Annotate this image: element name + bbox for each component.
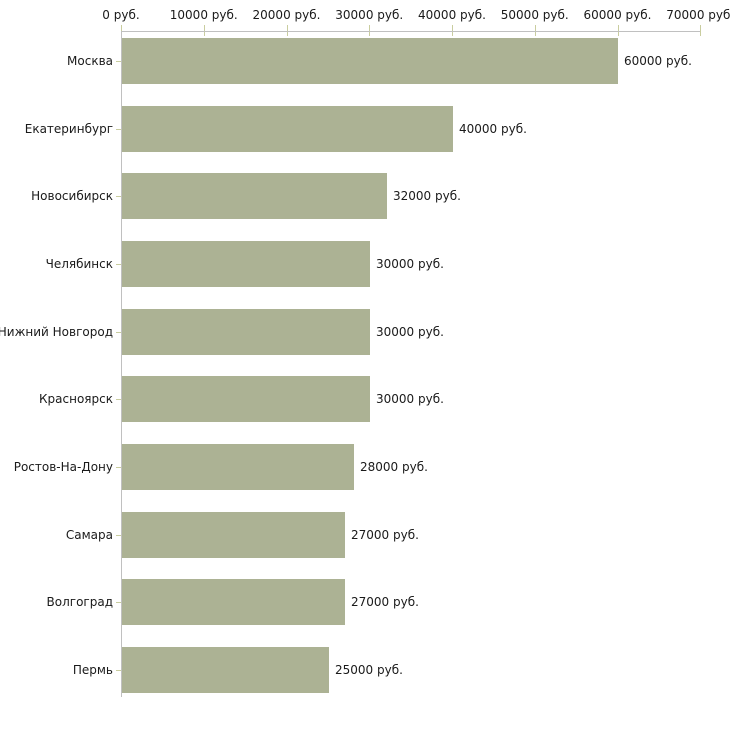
bar-Нижний Новгород bbox=[122, 309, 370, 355]
bar-value-label: 40000 руб. bbox=[459, 122, 527, 136]
category-tick-mark bbox=[116, 196, 121, 197]
bar-value-label: 28000 руб. bbox=[360, 460, 428, 474]
x-axis-tick-mark bbox=[369, 25, 370, 36]
category-tick-mark bbox=[116, 467, 121, 468]
x-axis-tick-label: 20000 руб. bbox=[252, 8, 321, 22]
x-axis-tick-mark bbox=[121, 25, 122, 36]
category-tick-mark bbox=[116, 670, 121, 671]
x-axis-tick-mark bbox=[204, 25, 205, 36]
category-tick-mark bbox=[116, 535, 121, 536]
x-axis-tick-label: 10000 руб. bbox=[169, 8, 238, 22]
bar-value-label: 60000 руб. bbox=[624, 54, 692, 68]
category-label: Самара bbox=[65, 528, 113, 542]
category-tick-mark bbox=[116, 602, 121, 603]
category-tick-mark bbox=[116, 332, 121, 333]
bar-value-label: 30000 руб. bbox=[376, 392, 444, 406]
x-axis-tick-label: 0 руб. bbox=[102, 8, 140, 22]
bar-value-label: 27000 руб. bbox=[351, 528, 419, 542]
bar-Пермь bbox=[122, 647, 329, 693]
category-label: Москва bbox=[67, 54, 113, 68]
bar-Челябинск bbox=[122, 241, 370, 287]
category-tick-mark bbox=[116, 61, 121, 62]
x-axis-tick-mark bbox=[535, 25, 536, 36]
category-label: Пермь bbox=[72, 663, 113, 677]
category-tick-mark bbox=[116, 129, 121, 130]
category-tick-mark bbox=[116, 264, 121, 265]
bar-value-label: 25000 руб. bbox=[335, 663, 403, 677]
x-axis-tick-mark bbox=[618, 25, 619, 36]
x-axis-tick-mark bbox=[700, 25, 701, 36]
category-label: Красноярск bbox=[39, 392, 113, 406]
bar-Екатеринбург bbox=[122, 106, 453, 152]
bar-value-label: 30000 руб. bbox=[376, 257, 444, 271]
x-axis-tick-label: 50000 руб. bbox=[500, 8, 569, 22]
category-label: Нижний Новгород bbox=[0, 325, 113, 339]
category-label: Волгоград bbox=[46, 595, 113, 609]
x-axis-tick-label: 30000 руб. bbox=[335, 8, 404, 22]
bar-Волгоград bbox=[122, 579, 345, 625]
x-axis-tick-label: 70000 руб. bbox=[666, 8, 730, 22]
category-label: Новосибирск bbox=[31, 189, 113, 203]
bar-Москва bbox=[122, 38, 618, 84]
category-label: Екатеринбург bbox=[24, 122, 113, 136]
x-axis-line bbox=[121, 31, 700, 32]
x-axis-tick-mark bbox=[452, 25, 453, 36]
bar-Красноярск bbox=[122, 376, 370, 422]
bar-Ростов-На-Дону bbox=[122, 444, 354, 490]
x-axis-tick-mark bbox=[287, 25, 288, 36]
bar-value-label: 30000 руб. bbox=[376, 325, 444, 339]
category-label: Челябинск bbox=[45, 257, 113, 271]
y-axis-line bbox=[121, 31, 122, 697]
category-label: Ростов-На-Дону bbox=[13, 460, 113, 474]
x-axis-tick-label: 60000 руб. bbox=[583, 8, 652, 22]
bar-value-label: 27000 руб. bbox=[351, 595, 419, 609]
bar-Самара bbox=[122, 512, 345, 558]
bar-Новосибирск bbox=[122, 173, 387, 219]
x-axis-tick-label: 40000 руб. bbox=[418, 8, 486, 22]
category-tick-mark bbox=[116, 399, 121, 400]
bar-value-label: 32000 руб. bbox=[393, 189, 461, 203]
